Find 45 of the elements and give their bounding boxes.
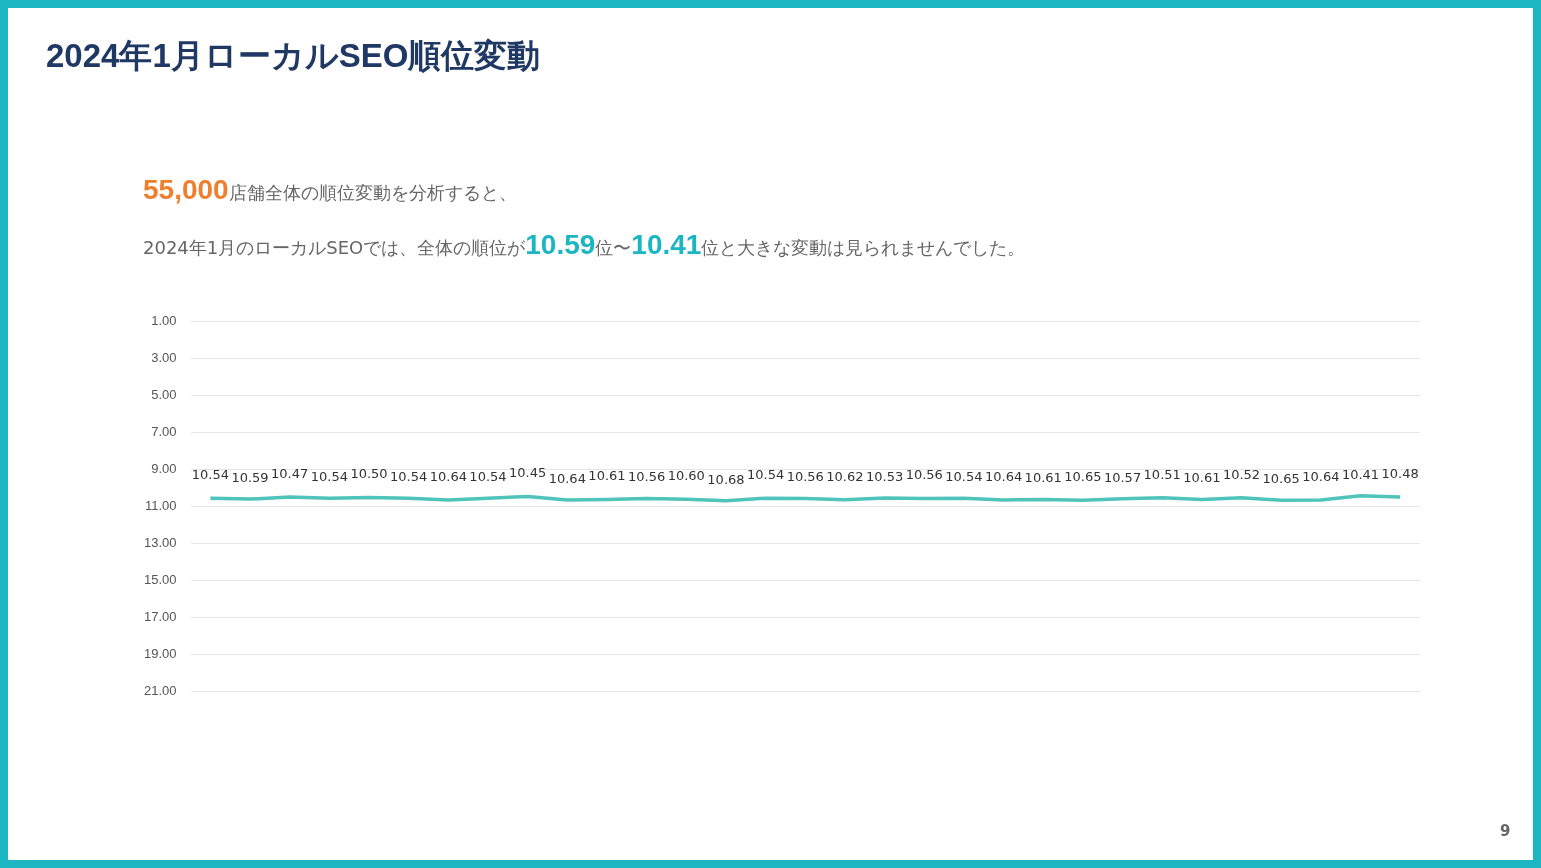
text: 55,000店舗全体の順位変動を分析すると、 2024年1月のローカルSEOでは、全体の順位が10.59位〜10.41位と大きな変動は見られませんでした。 (143, 174, 1026, 260)
data-label: 10.61 (1183, 470, 1221, 486)
y-tick-label: 21.00 (143, 683, 177, 699)
data-label: 10.47 (271, 465, 309, 481)
data-label: 10.51 (1143, 466, 1181, 482)
data-label: 10.62 (826, 468, 864, 484)
data-label: 10.60 (667, 468, 705, 484)
data-label: 10.59 (231, 469, 269, 485)
data-label: 10.53 (865, 468, 904, 484)
data-label: 10.54 (390, 469, 428, 485)
y-tick-label: 3.00 (151, 350, 177, 366)
data-label: 10.54 (310, 469, 348, 485)
data-label: 10.56 (786, 469, 824, 485)
data-label: 10.54 (945, 469, 983, 485)
data-label: 10.68 (707, 471, 745, 487)
y-tick-label: 1.00 (151, 313, 177, 329)
y-tick-label: 19.00 (143, 646, 177, 662)
data-label: 10.64 (1302, 468, 1340, 484)
data-label: 10.61 (588, 468, 626, 484)
data-label: 10.65 (1064, 469, 1102, 485)
y-tick-label: 11.00 (144, 498, 177, 514)
data-label: 10.54 (747, 467, 785, 483)
y-tick-label: 13.00 (143, 535, 177, 551)
data-label: 10.65 (1262, 471, 1300, 487)
y-tick-label: 15.00 (143, 572, 177, 588)
data-label: 10.52 (1222, 466, 1261, 482)
chart-title: 2024年1月ローカルSEO順位変動 (46, 36, 541, 76)
data-label: 10.64 (984, 468, 1023, 484)
y-tick-label: 5.00 (151, 387, 177, 403)
data-label: 10.64 (548, 470, 586, 486)
data-label: 10.45 (509, 465, 547, 481)
data-label: 10.54 (469, 469, 507, 485)
data-label: 10.57 (1103, 469, 1142, 485)
data-label: 10.61 (1024, 470, 1062, 486)
y-tick-label: 17.00 (143, 609, 177, 625)
text: 9 (1500, 822, 1511, 840)
data-label: 10.56 (628, 469, 666, 485)
data-label: 10.54 (191, 467, 229, 483)
data-label: 10.41 (1341, 466, 1380, 482)
data-label: 10.50 (350, 466, 388, 482)
data-label: 10.56 (905, 467, 943, 483)
y-tick-label: 7.00 (151, 424, 177, 440)
data-label: 10.64 (429, 468, 467, 484)
data-label: 10.48 (1381, 465, 1419, 481)
y-tick-label: 9.00 (151, 461, 177, 477)
